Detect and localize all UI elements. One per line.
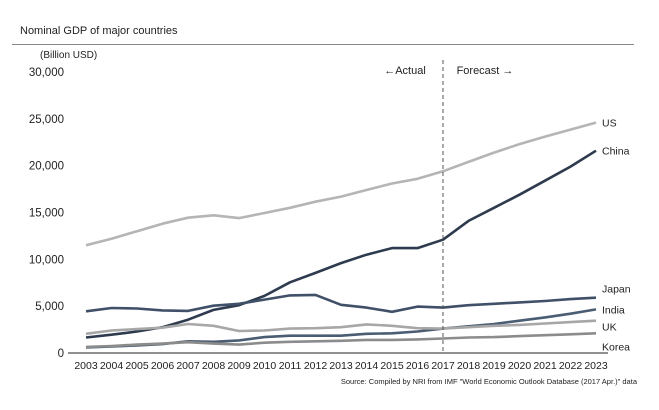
x-tick-label: 2013 <box>329 360 353 372</box>
series-line-us <box>85 121 597 247</box>
x-tick-label: 2022 <box>559 360 583 372</box>
x-tick-label: 2018 <box>457 360 481 372</box>
x-tick-label: 2012 <box>304 360 328 372</box>
series-line-uk <box>85 319 597 336</box>
x-tick-label: 2008 <box>202 360 226 372</box>
series-lines <box>85 121 597 349</box>
series-label-korea: Korea <box>602 341 630 353</box>
y-axis-unit-label: (Billion USD) <box>40 50 98 61</box>
x-tick-label: 2019 <box>482 360 506 372</box>
x-tick-label: 2010 <box>253 360 277 372</box>
x-tick-label: 2011 <box>279 360 302 372</box>
x-axis-ticks: 2003 2004 2005 2006 2007 2008 2009 2010 2011 2012… <box>74 360 608 372</box>
x-tick-label: 2014 <box>355 360 379 372</box>
series-line-korea <box>85 332 597 349</box>
x-tick-label: 2006 <box>151 360 175 372</box>
y-axis-ticks: 0 5,000 10,000 15,000 20,000 25,000 30,000 <box>29 67 64 360</box>
x-tick-label: 2021 <box>533 360 557 372</box>
x-tick-label: 2003 <box>74 360 98 372</box>
forecast-annotation: Forecast → <box>457 65 514 77</box>
y-tick-label: 5,000 <box>35 301 64 313</box>
series-label-uk: UK <box>602 322 617 334</box>
series-label-india: India <box>602 304 625 316</box>
series-label-us: US <box>602 118 617 130</box>
actual-annotation: ←Actual <box>384 65 426 77</box>
x-tick-label: 2005 <box>125 360 149 372</box>
source-note: Source: Compiled by NRI from IMF "World … <box>340 377 637 386</box>
series-line-china <box>85 149 597 339</box>
x-tick-label: 2020 <box>508 360 532 372</box>
series-line-japan <box>85 293 597 314</box>
x-tick-label: 2007 <box>176 360 200 372</box>
title-divider <box>12 44 634 45</box>
series-label-china: China <box>602 146 630 158</box>
y-tick-label: 10,000 <box>29 254 64 266</box>
x-tick-label: 2004 <box>100 360 124 372</box>
chart-title: Nominal GDP of major countries <box>20 25 178 37</box>
x-tick-label: 2017 <box>431 360 455 372</box>
y-tick-label: 20,000 <box>29 161 64 173</box>
x-tick-label: 2009 <box>227 360 251 372</box>
series-label-japan: Japan <box>602 284 631 296</box>
y-tick-label: 0 <box>58 348 64 360</box>
x-tick-label: 2016 <box>406 360 430 372</box>
y-tick-label: 15,000 <box>29 208 64 220</box>
x-tick-label: 2015 <box>380 360 404 372</box>
y-tick-label: 30,000 <box>29 67 64 79</box>
series-labels: US China Japan India UK Korea <box>602 118 631 354</box>
y-tick-label: 25,000 <box>29 114 64 126</box>
x-tick-label: 2023 <box>584 360 608 372</box>
